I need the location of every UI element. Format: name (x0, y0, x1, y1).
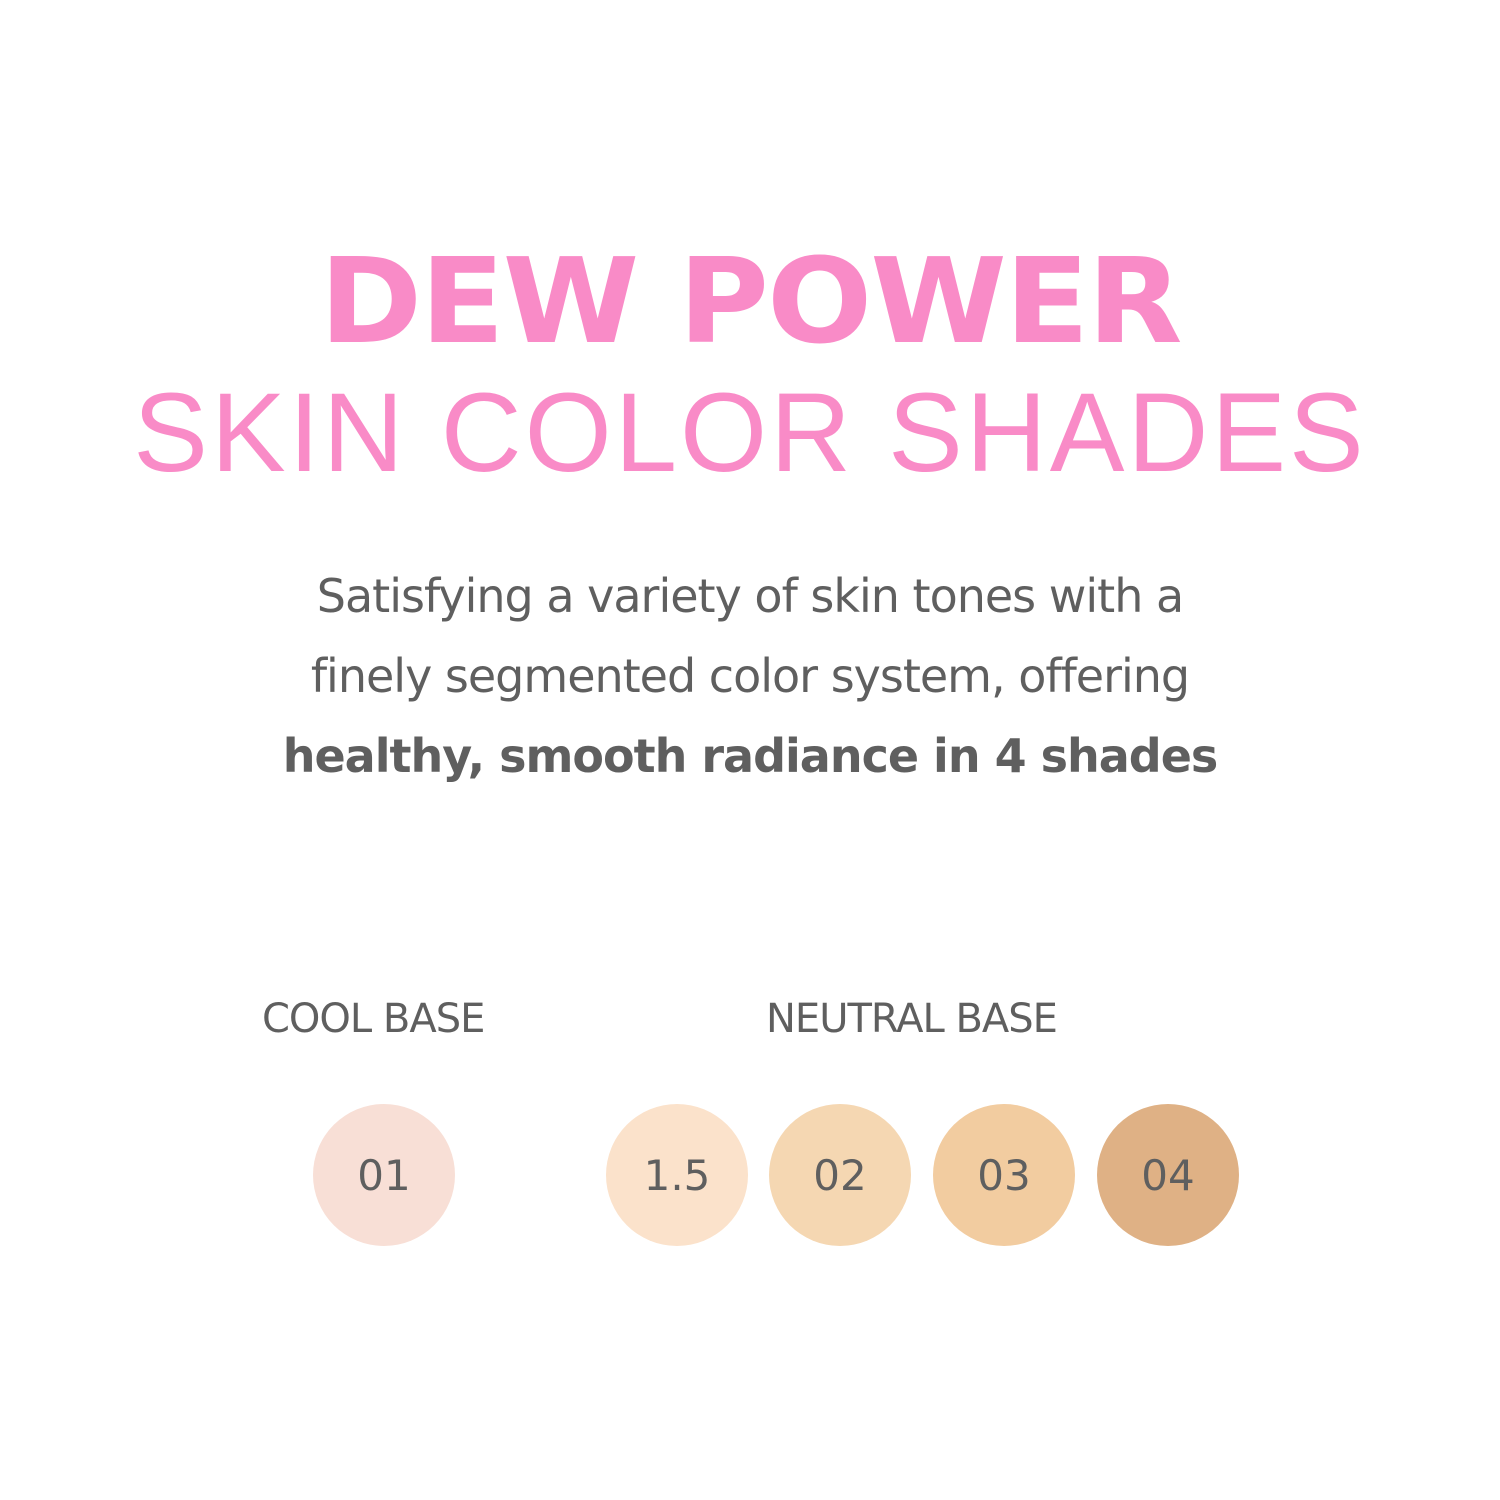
shade-swatch-1-5: 1.5 (606, 1104, 748, 1246)
neutral-base-label: NEUTRAL BASE (766, 996, 1058, 1042)
shade-label: 01 (357, 1150, 411, 1200)
shade-label: 02 (813, 1150, 867, 1200)
cool-base-label: COOL BASE (262, 996, 485, 1042)
shade-swatch-04: 04 (1097, 1104, 1239, 1246)
product-subtitle: SKIN COLOR SHADES (133, 370, 1367, 495)
shade-label: 1.5 (643, 1150, 711, 1200)
product-title: DEW POWER (319, 232, 1182, 370)
description-line: finely segmented color system, offering (310, 649, 1190, 703)
description-highlight: healthy, smooth radiance in 4 shades (282, 729, 1219, 783)
shade-swatch-01: 01 (313, 1104, 455, 1246)
shade-swatch-03: 03 (933, 1104, 1075, 1246)
shade-swatch-02: 02 (769, 1104, 911, 1246)
description-line: Satisfying a variety of skin tones with … (316, 569, 1184, 623)
shade-label: 04 (1141, 1150, 1195, 1200)
shade-label: 03 (977, 1150, 1031, 1200)
